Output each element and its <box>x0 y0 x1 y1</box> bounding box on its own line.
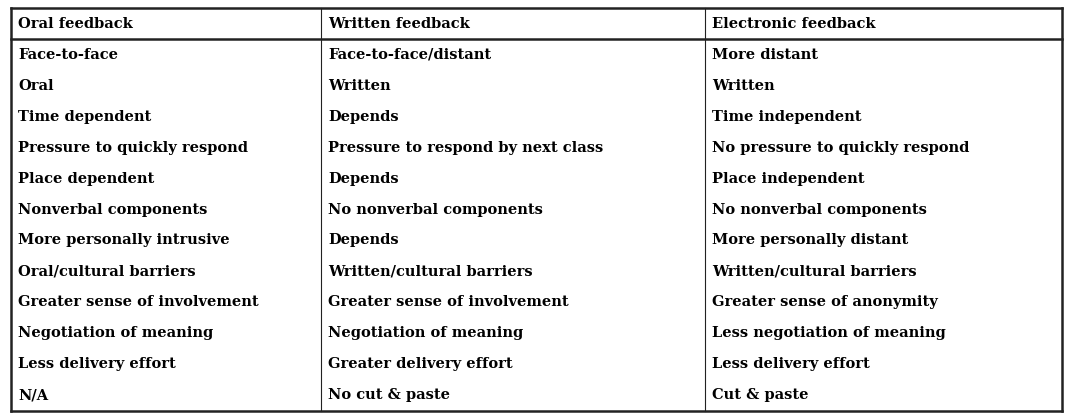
Text: N/A: N/A <box>18 388 48 402</box>
Text: More personally distant: More personally distant <box>712 233 909 248</box>
Text: Pressure to respond by next class: Pressure to respond by next class <box>328 141 604 155</box>
Text: Greater sense of involvement: Greater sense of involvement <box>18 295 259 309</box>
Text: Time dependent: Time dependent <box>18 110 151 124</box>
Text: Less delivery effort: Less delivery effort <box>18 357 176 371</box>
Text: Written: Written <box>712 79 775 93</box>
Text: Greater sense of involvement: Greater sense of involvement <box>328 295 569 309</box>
Text: Face-to-face: Face-to-face <box>18 48 118 62</box>
Text: Time independent: Time independent <box>712 110 862 124</box>
Text: Oral: Oral <box>18 79 54 93</box>
Text: Face-to-face/distant: Face-to-face/distant <box>328 48 491 62</box>
Text: Less negotiation of meaning: Less negotiation of meaning <box>712 326 946 340</box>
Text: No pressure to quickly respond: No pressure to quickly respond <box>712 141 970 155</box>
Text: Oral feedback: Oral feedback <box>18 17 133 31</box>
Text: Depends: Depends <box>328 233 399 248</box>
Text: Electronic feedback: Electronic feedback <box>712 17 876 31</box>
Text: Cut & paste: Cut & paste <box>712 388 809 402</box>
Text: Depends: Depends <box>328 171 399 186</box>
Text: Written/cultural barriers: Written/cultural barriers <box>328 264 533 278</box>
Text: Written/cultural barriers: Written/cultural barriers <box>712 264 917 278</box>
Text: Depends: Depends <box>328 110 399 124</box>
Text: Oral/cultural barriers: Oral/cultural barriers <box>18 264 196 278</box>
Text: Greater sense of anonymity: Greater sense of anonymity <box>712 295 938 309</box>
Text: No cut & paste: No cut & paste <box>328 388 451 402</box>
Text: More personally intrusive: More personally intrusive <box>18 233 230 248</box>
Text: Negotiation of meaning: Negotiation of meaning <box>328 326 524 340</box>
Text: Written feedback: Written feedback <box>328 17 470 31</box>
Text: Written: Written <box>328 79 391 93</box>
Text: Place independent: Place independent <box>712 171 865 186</box>
Text: No nonverbal components: No nonverbal components <box>712 202 927 217</box>
Text: More distant: More distant <box>712 48 819 62</box>
Text: Greater delivery effort: Greater delivery effort <box>328 357 513 371</box>
Text: Less delivery effort: Less delivery effort <box>712 357 870 371</box>
Text: Negotiation of meaning: Negotiation of meaning <box>18 326 214 340</box>
Text: Place dependent: Place dependent <box>18 171 155 186</box>
Text: Pressure to quickly respond: Pressure to quickly respond <box>18 141 248 155</box>
Text: No nonverbal components: No nonverbal components <box>328 202 543 217</box>
Text: Nonverbal components: Nonverbal components <box>18 202 207 217</box>
